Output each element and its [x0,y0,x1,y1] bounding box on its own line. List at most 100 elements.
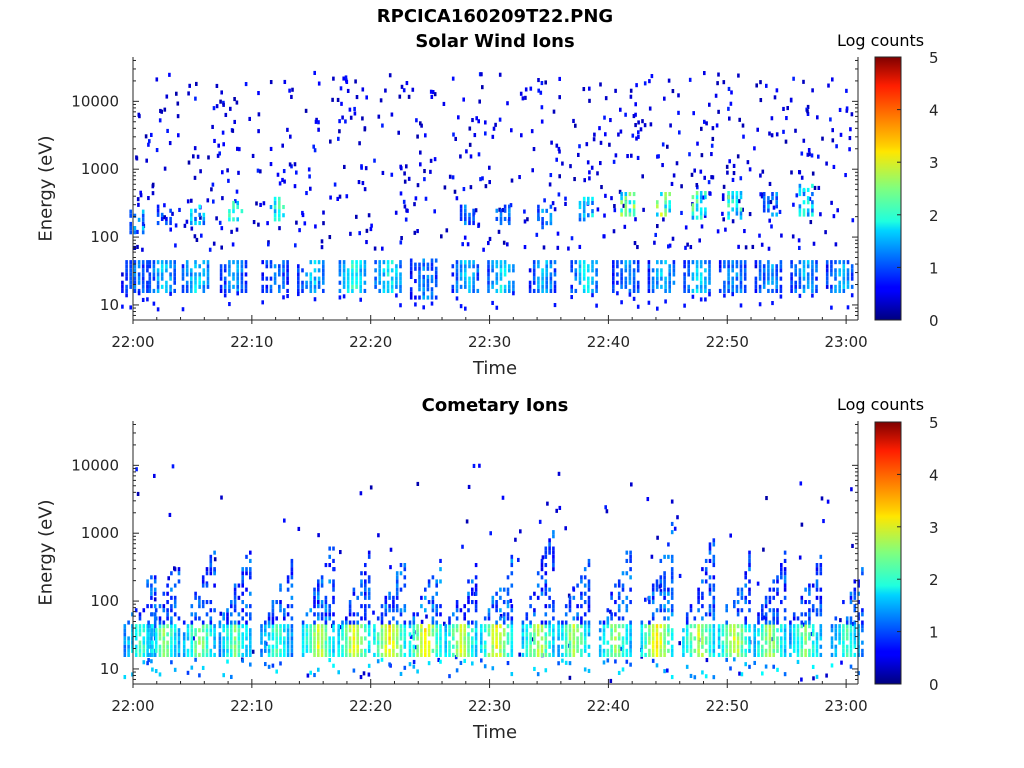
burst-cell [376,636,380,641]
burst-cell [213,632,216,637]
speckle-cell [283,79,287,84]
speckle-cell [235,100,239,105]
burst-cell [564,644,568,649]
burst-cell [606,624,610,629]
speckle-cell [725,164,729,169]
burst-cell [628,288,632,293]
burst-cell [434,266,438,271]
burst-cell [209,620,213,625]
burst-cell [587,213,590,218]
burst-cell [390,260,394,265]
burst-cell [557,636,560,641]
burst-cell [521,640,525,645]
burst-cell [800,632,804,637]
burst-cell [301,624,305,629]
burst-cell [409,287,413,292]
burst-cell [587,652,591,657]
burst-cell [655,636,659,641]
burst-cell [213,583,216,588]
burst-cell [373,652,376,657]
burst-cell [815,608,819,613]
burst-cell [162,628,166,633]
burst-cell [271,616,275,621]
burst-cell [384,624,388,629]
y-tick-label: 10000 [71,456,119,474]
burst-cell [727,211,730,216]
burst-cell [629,624,632,629]
speckle-cell [555,157,558,162]
burst-cell [134,628,138,633]
burst-cell [529,636,532,641]
burst-cell [317,636,320,641]
burst-cell [552,530,555,535]
speckle-cell [549,173,553,178]
speckle-cell [670,181,674,186]
burst-cell [286,260,289,265]
burst-cell [790,284,793,289]
burst-cell [435,648,438,653]
burst-cell [301,280,304,285]
burst-cell [382,260,386,265]
burst-cell [739,284,743,289]
burst-cell [636,260,640,265]
burst-cell [173,667,177,672]
speckle-cell [822,519,825,524]
burst-cell [313,673,316,678]
burst-cell [798,272,802,277]
burst-cell [206,284,210,289]
burst-cell [324,624,328,629]
burst-cell [578,264,582,269]
burst-cell [849,628,853,633]
burst-cell [736,652,740,657]
burst-cell [659,636,663,641]
burst-cell [364,563,367,568]
burst-cell [439,632,442,637]
speckle-cell [802,79,805,84]
burst-cell [249,648,252,653]
speckle-cell [231,242,235,247]
burst-cell [540,624,544,629]
burst-cell [352,640,356,645]
burst-cell [624,208,628,213]
burst-cell [328,640,331,645]
burst-cell [587,620,591,625]
burst-cell [348,620,352,625]
speckle-cell [207,155,210,160]
burst-cell [612,280,615,285]
burst-cell [735,264,739,269]
burst-cell [819,587,823,592]
burst-cell [846,276,850,281]
burst-cell [474,563,478,568]
speckle-cell [200,233,203,238]
speckle-cell [780,233,783,238]
burst-cell [857,616,860,621]
burst-cell [408,632,412,637]
burst-cell [533,628,536,633]
burst-cell [416,628,419,633]
burst-cell [418,287,421,292]
speckle-cell [158,118,162,123]
burst-cell [338,288,342,293]
burst-cell [360,624,363,629]
speckle-cell [848,147,851,152]
speckle-cell [462,97,465,102]
burst-cell [202,288,206,293]
burst-cell [697,608,700,613]
speckle-cell [381,123,384,128]
burst-cell [363,272,367,277]
speckle-cell [361,87,365,92]
burst-cell [305,280,308,285]
burst-cell [451,284,455,289]
burst-cell [236,268,239,273]
speckle-cell [484,184,488,189]
burst-cell [842,636,845,641]
burst-cell [564,632,568,637]
speckle-cell [153,473,156,478]
speckle-cell [659,589,663,594]
burst-cell [290,604,294,609]
burst-cell [537,260,540,265]
burst-cell [552,640,555,645]
burst-cell [663,587,666,592]
burst-cell [783,652,787,657]
burst-cell [218,652,222,657]
